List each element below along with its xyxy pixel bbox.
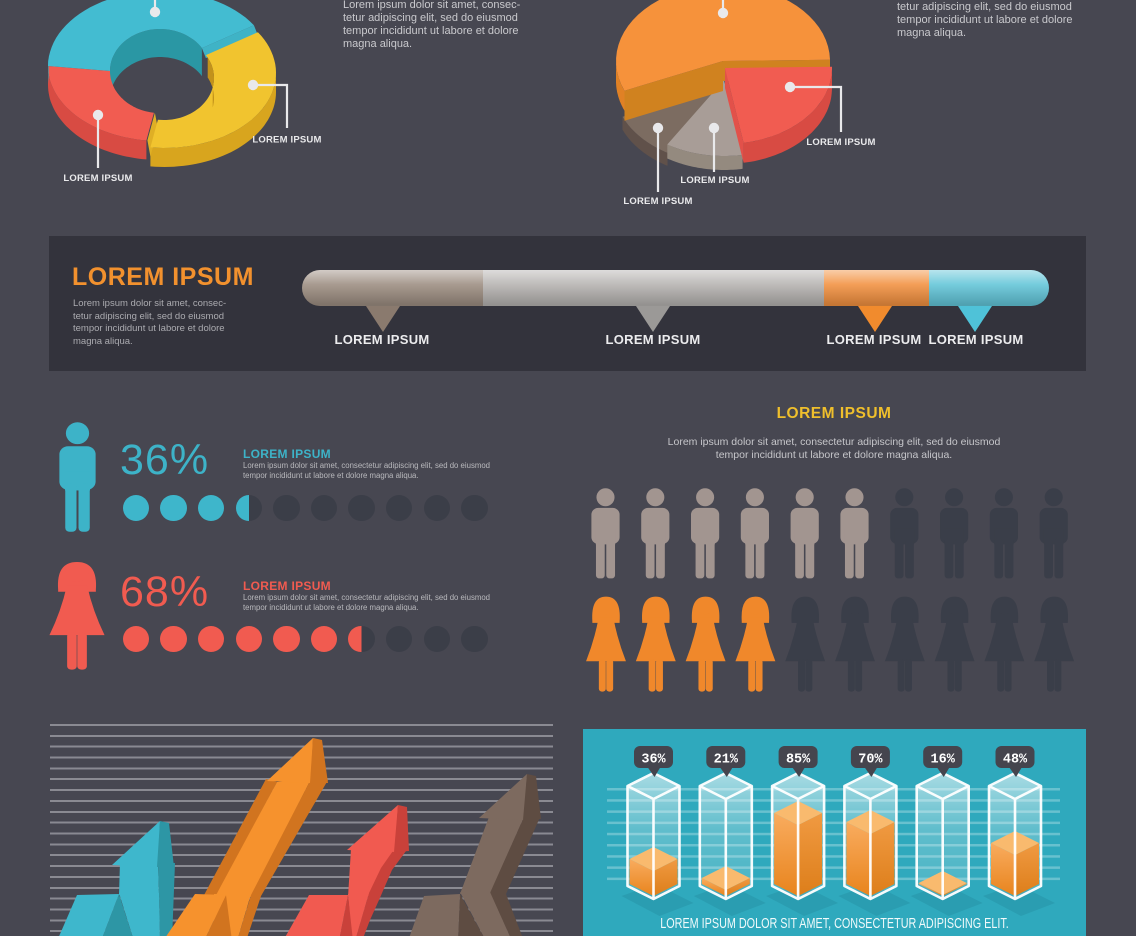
svg-text:85%: 85% bbox=[786, 753, 811, 768]
svg-text:70%: 70% bbox=[858, 753, 883, 768]
svg-text:48%: 48% bbox=[1003, 753, 1028, 768]
svg-text:LOREM IPSUM: LOREM IPSUM bbox=[623, 196, 692, 207]
svg-text:16%: 16% bbox=[931, 753, 956, 768]
svg-text:LOREM IPSUM: LOREM IPSUM bbox=[680, 175, 749, 186]
svg-text:21%: 21% bbox=[714, 753, 739, 768]
svg-text:LOREM IPSUM: LOREM IPSUM bbox=[252, 135, 321, 146]
svg-text:LOREM IPSUM: LOREM IPSUM bbox=[63, 173, 132, 184]
svg-text:36%: 36% bbox=[641, 753, 666, 768]
svg-text:LOREM IPSUM: LOREM IPSUM bbox=[806, 137, 875, 148]
